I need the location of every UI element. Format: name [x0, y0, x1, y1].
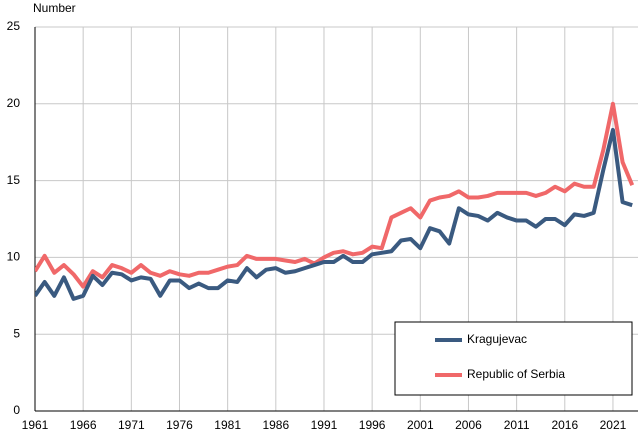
x-tick-label: 1961	[22, 418, 49, 432]
legend-box	[394, 321, 633, 396]
x-tick-label: 2001	[407, 418, 434, 432]
y-tick-label: 20	[7, 96, 21, 110]
y-tick-label: 10	[7, 250, 21, 264]
x-tick-label: 2011	[504, 418, 530, 432]
x-tick-label: 1966	[70, 418, 97, 432]
x-tick-label: 1991	[311, 418, 338, 432]
x-tick-label: 2016	[551, 418, 578, 432]
y-axis-label: Number	[33, 1, 76, 15]
y-tick-label: 0	[13, 403, 20, 417]
series-line	[35, 127, 633, 301]
y-tick-label: 25	[7, 19, 21, 33]
x-tick-label: 1996	[359, 418, 386, 432]
x-tick-label: 1986	[262, 418, 289, 432]
legend: Kragujevac Republic of Serbia	[394, 321, 633, 396]
plot	[35, 101, 635, 301]
x-tick-label: 1971	[118, 418, 145, 432]
series-line	[35, 101, 635, 289]
x-tick-label: 2006	[455, 418, 482, 432]
grid: 0 5 10 15 20 25 1961 1966 1971 1976 1981 1986 1991 19…	[7, 19, 638, 432]
x-tick-label: 2021	[600, 418, 627, 432]
y-tick-label: 15	[7, 173, 21, 187]
x-tick-label: 1981	[214, 418, 241, 432]
x-tick-label: 1976	[166, 418, 193, 432]
legend-label: Kragujevac	[467, 332, 527, 346]
y-tick-label: 5	[13, 326, 20, 340]
legend-label: Republic of Serbia	[467, 367, 565, 381]
